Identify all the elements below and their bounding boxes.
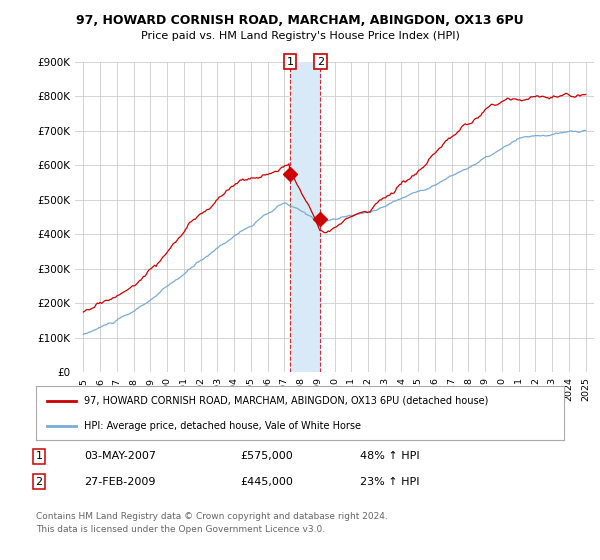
Text: £575,000: £575,000 (240, 451, 293, 461)
Text: 03-MAY-2007: 03-MAY-2007 (84, 451, 156, 461)
Text: 97, HOWARD CORNISH ROAD, MARCHAM, ABINGDON, OX13 6PU: 97, HOWARD CORNISH ROAD, MARCHAM, ABINGD… (76, 14, 524, 27)
Text: 27-FEB-2009: 27-FEB-2009 (84, 477, 155, 487)
Text: 2: 2 (35, 477, 43, 487)
Text: 97, HOWARD CORNISH ROAD, MARCHAM, ABINGDON, OX13 6PU (detached house): 97, HOWARD CORNISH ROAD, MARCHAM, ABINGD… (83, 396, 488, 406)
Text: £445,000: £445,000 (240, 477, 293, 487)
Text: 1: 1 (35, 451, 43, 461)
Text: 2: 2 (317, 57, 324, 67)
Text: HPI: Average price, detached house, Vale of White Horse: HPI: Average price, detached house, Vale… (83, 421, 361, 431)
Text: 23% ↑ HPI: 23% ↑ HPI (360, 477, 419, 487)
Bar (290, 62, 320, 372)
Text: 48% ↑ HPI: 48% ↑ HPI (360, 451, 419, 461)
Text: 1: 1 (286, 57, 293, 67)
Text: Contains HM Land Registry data © Crown copyright and database right 2024.
This d: Contains HM Land Registry data © Crown c… (36, 512, 388, 534)
Text: Price paid vs. HM Land Registry's House Price Index (HPI): Price paid vs. HM Land Registry's House … (140, 31, 460, 41)
